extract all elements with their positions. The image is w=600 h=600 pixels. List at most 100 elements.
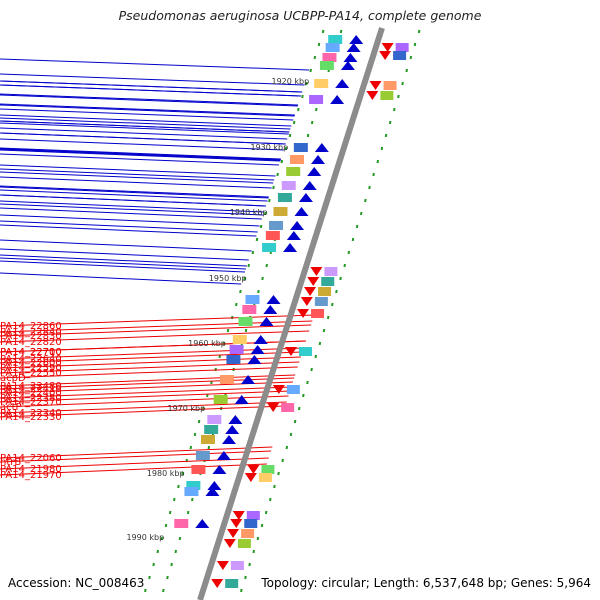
- gene-block[interactable]: [393, 51, 407, 60]
- gene-label-pa14-22400[interactable]: PA14_22400: [0, 388, 62, 399]
- gene-label-pa14-22820[interactable]: PA14_22820: [0, 337, 62, 348]
- genome-summary-text: Topology: circular; Length: 6,537,648 bp…: [261, 576, 591, 590]
- tick-mark: [273, 484, 276, 489]
- gene-block[interactable]: [226, 355, 241, 364]
- gene-block[interactable]: [191, 465, 206, 474]
- gene-label-pa14-22840[interactable]: PA14_22840: [0, 327, 62, 338]
- tick-mark: [152, 562, 155, 567]
- gene-label-pa14-22060[interactable]: PA14_22060: [0, 453, 62, 464]
- forward-arrow: [207, 481, 222, 490]
- gene-label-pa14-22480[interactable]: PA14_22480: [0, 381, 62, 392]
- gene-block[interactable]: [237, 539, 251, 548]
- forward-arrow: [195, 519, 210, 528]
- gene-block[interactable]: [321, 277, 335, 286]
- gene-block[interactable]: [242, 305, 257, 314]
- gene-block[interactable]: [220, 375, 235, 384]
- gene-label-pa14-22640[interactable]: PA14_22640: [0, 354, 62, 365]
- gene-block[interactable]: [246, 511, 260, 520]
- gene-block[interactable]: [309, 95, 324, 104]
- gene-block[interactable]: [286, 167, 301, 176]
- gene-label-pa14-22410[interactable]: PA14_22410: [0, 384, 62, 395]
- gene-block[interactable]: [314, 297, 328, 306]
- gene-label-pa14-22700[interactable]: PA14_22700: [0, 347, 62, 358]
- gene-block[interactable]: [262, 243, 277, 252]
- gene-block[interactable]: [184, 487, 199, 496]
- gene-label-htrb[interactable]: htrB: [0, 457, 21, 468]
- gene-block[interactable]: [195, 451, 210, 460]
- gene-block[interactable]: [314, 79, 329, 88]
- gene-block[interactable]: [311, 309, 325, 318]
- gene-label-pa14-22830[interactable]: PA14_22830: [0, 331, 62, 342]
- gene-block[interactable]: [258, 473, 272, 482]
- gene-block[interactable]: [286, 385, 300, 394]
- tick-mark: [397, 94, 400, 99]
- gene-label-pa14-22600[interactable]: PA14_22600: [0, 358, 62, 369]
- gene-block[interactable]: [204, 425, 219, 434]
- gene-label-pa14-22330[interactable]: PA14_22330: [0, 412, 62, 423]
- gene-block[interactable]: [269, 221, 284, 230]
- gene-leader-line: [0, 80, 303, 93]
- tick-mark: [364, 198, 367, 203]
- tick-mark: [247, 263, 250, 268]
- gene-block[interactable]: [318, 287, 332, 296]
- gene-leader-line: [0, 224, 257, 237]
- tick-mark: [306, 133, 310, 138]
- gene-label-pa14-22590[interactable]: PA14_22590: [0, 363, 62, 374]
- gene-block[interactable]: [244, 519, 258, 528]
- gene-block[interactable]: [261, 465, 275, 474]
- reverse-arrow: [244, 473, 257, 482]
- gene-label-pa14-21970[interactable]: PA14_21970: [0, 470, 62, 481]
- gene-block[interactable]: [277, 193, 292, 202]
- gene-block[interactable]: [225, 579, 239, 588]
- gene-block[interactable]: [229, 345, 244, 354]
- tick-mark: [265, 263, 268, 268]
- gene-block[interactable]: [265, 231, 280, 240]
- scale-mark-label: 1950 kbp: [209, 274, 247, 283]
- gene-leader-line: [0, 366, 298, 379]
- gene-block[interactable]: [290, 155, 305, 164]
- gene-block[interactable]: [232, 335, 247, 344]
- gene-block[interactable]: [319, 61, 334, 70]
- forward-arrow: [283, 243, 298, 252]
- gene-block[interactable]: [174, 519, 189, 528]
- tick-mark: [297, 406, 301, 411]
- gene-block[interactable]: [325, 43, 340, 52]
- tick-mark: [264, 211, 267, 216]
- gene-label-pa14-22380[interactable]: PA14_22380: [0, 393, 62, 404]
- gene-block[interactable]: [322, 53, 337, 62]
- gene-block[interactable]: [230, 561, 244, 570]
- gene-block[interactable]: [395, 43, 409, 52]
- gene-block[interactable]: [241, 529, 255, 538]
- gene-block[interactable]: [293, 143, 308, 152]
- gene-leader-line: [0, 320, 313, 333]
- gene-label-pa14-22860[interactable]: PA14_22860: [0, 321, 62, 332]
- gene-block[interactable]: [281, 403, 295, 412]
- tick-mark: [248, 562, 251, 567]
- gene-label-pa14-22340[interactable]: PA14_22340: [0, 408, 62, 419]
- gene-block[interactable]: [383, 81, 397, 90]
- gene-label-pa14-22370[interactable]: PA14_22370: [0, 397, 62, 408]
- gene-block[interactable]: [298, 347, 312, 356]
- gene-block[interactable]: [273, 207, 288, 216]
- gene-leader-line: [0, 239, 252, 252]
- gene-label-pa14-22710[interactable]: PA14_22710: [0, 347, 62, 358]
- forward-arrow: [212, 465, 227, 474]
- gene-block[interactable]: [245, 295, 260, 304]
- gene-label-actp[interactable]: actP: [0, 402, 22, 413]
- gene-block[interactable]: [186, 481, 201, 490]
- gene-block[interactable]: [380, 91, 394, 100]
- tick-mark: [393, 107, 396, 112]
- gene-block[interactable]: [324, 267, 338, 276]
- gene-block[interactable]: [200, 435, 215, 444]
- gene-block[interactable]: [213, 395, 228, 404]
- gene-label-acpd[interactable]: acpD: [0, 373, 26, 384]
- forward-arrow: [253, 335, 268, 344]
- gene-block[interactable]: [281, 181, 296, 190]
- gene-label-pa14-21980[interactable]: PA14_21980: [0, 464, 62, 475]
- gene-leader-line: [0, 272, 242, 285]
- gene-block[interactable]: [238, 317, 253, 326]
- gene-label-pa14-22550[interactable]: PA14_22550: [0, 368, 62, 379]
- scale-mark-label: 1960 kbp: [188, 339, 226, 348]
- gene-block[interactable]: [207, 415, 222, 424]
- gene-block[interactable]: [328, 35, 343, 44]
